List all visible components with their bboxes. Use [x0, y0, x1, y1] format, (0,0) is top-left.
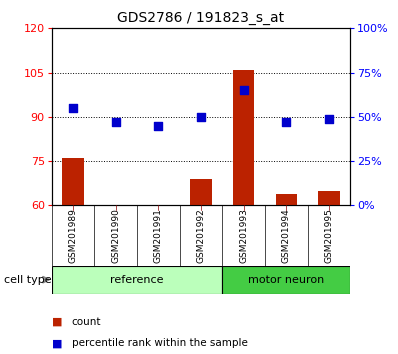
- Text: GSM201992: GSM201992: [197, 208, 205, 263]
- Text: percentile rank within the sample: percentile rank within the sample: [72, 338, 248, 348]
- Text: cell type: cell type: [4, 275, 52, 285]
- Text: GSM201989: GSM201989: [68, 208, 78, 263]
- Bar: [222, 266, 350, 294]
- Text: reference: reference: [110, 275, 164, 285]
- Text: GSM201995: GSM201995: [324, 208, 334, 263]
- Point: [326, 116, 332, 121]
- Title: GDS2786 / 191823_s_at: GDS2786 / 191823_s_at: [117, 11, 285, 24]
- Text: ■: ■: [52, 338, 62, 348]
- Text: count: count: [72, 317, 101, 327]
- Text: GSM201994: GSM201994: [282, 208, 291, 263]
- Bar: [275, 194, 297, 205]
- Point: [283, 119, 289, 125]
- Point: [113, 119, 119, 125]
- Text: GSM201991: GSM201991: [154, 208, 163, 263]
- Text: ■: ■: [52, 317, 62, 327]
- Point: [155, 123, 162, 129]
- Text: motor neuron: motor neuron: [248, 275, 324, 285]
- Point: [240, 87, 247, 93]
- Bar: [318, 190, 339, 205]
- Bar: [52, 266, 222, 294]
- Point: [198, 114, 204, 120]
- Bar: [233, 70, 254, 205]
- Text: GSM201993: GSM201993: [239, 208, 248, 263]
- Bar: [190, 179, 212, 205]
- Text: GSM201990: GSM201990: [111, 208, 120, 263]
- Bar: [62, 158, 84, 205]
- Point: [70, 105, 76, 111]
